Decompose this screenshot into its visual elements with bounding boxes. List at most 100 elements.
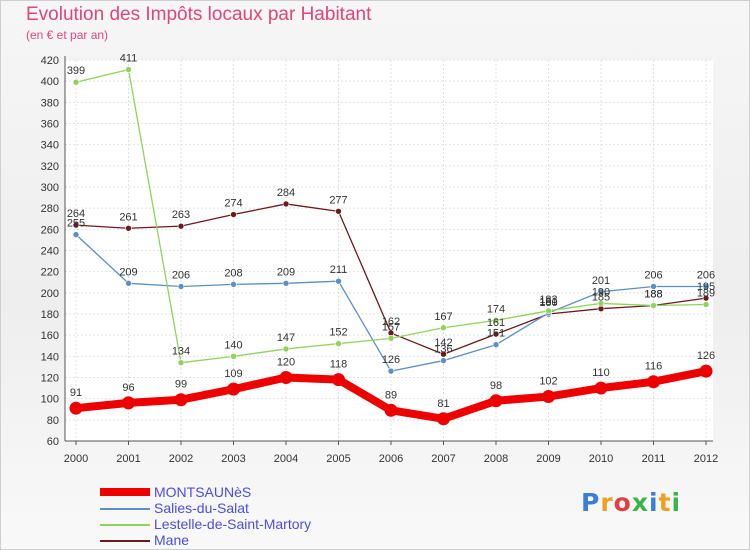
data-point-montsaun-s [69, 401, 83, 415]
data-label-montsaun-s: 120 [277, 357, 295, 369]
data-point-lestelle-de-saint-martory [125, 66, 132, 73]
x-tick-label: 2003 [221, 453, 245, 465]
data-point-mane [125, 224, 132, 232]
data-point-montsaun-s [174, 393, 188, 407]
y-tick-label: 340 [41, 140, 59, 152]
proxiti-logo: Proxiti [581, 488, 681, 517]
data-label-montsaun-s: 126 [697, 350, 715, 362]
data-label-mane: 274 [224, 198, 242, 210]
y-tick-label: 240 [41, 246, 59, 258]
data-point-salies-du-salat [230, 281, 237, 288]
data-label-mane: 188 [644, 289, 662, 301]
data-point-salies-du-salat [492, 341, 500, 348]
chart-title: Evolution des Impôts locaux par Habitant [26, 4, 372, 25]
data-point-lestelle-de-saint-martory [230, 353, 237, 360]
y-tick-label: 100 [41, 394, 59, 406]
axis-layer: 60 80 100 120 140 160 180 200 220 240 260 280 300 320… [41, 55, 719, 465]
grid-layer [65, 59, 713, 442]
logo-letter: t [658, 488, 672, 517]
data-point-lestelle-de-saint-martory [650, 302, 657, 309]
data-point-salies-du-salat [72, 231, 80, 238]
legend-swatch [100, 508, 150, 510]
data-label-salies-du-salat: 206 [172, 269, 190, 281]
data-point-mane [702, 294, 710, 302]
data-label-montsaun-s: 102 [539, 376, 557, 388]
data-point-salies-du-salat [125, 280, 132, 287]
data-label-mane: 185 [592, 292, 610, 304]
logo-letter: P [581, 488, 601, 517]
data-label-lestelle-de-saint-martory: 152 [329, 327, 347, 339]
data-point-montsaun-s [227, 382, 240, 396]
x-tick-label: 2011 [642, 453, 666, 465]
data-label-salies-du-salat: 201 [592, 275, 610, 287]
chart-subtitle: (en € et par an) [26, 28, 109, 42]
data-label-montsaun-s: 109 [224, 368, 242, 380]
data-point-montsaun-s [384, 403, 398, 417]
data-label-lestelle-de-saint-martory: 134 [172, 346, 190, 358]
y-tick-label: 140 [41, 351, 59, 363]
data-label-lestelle-de-saint-martory: 190 [592, 286, 610, 298]
data-label-lestelle-de-saint-martory: 147 [277, 332, 295, 344]
data-label-lestelle-de-saint-martory: 167 [434, 311, 452, 323]
data-label-mane: 161 [487, 317, 505, 329]
data-label-mane: 264 [67, 208, 85, 220]
data-point-salies-du-salat [282, 280, 290, 287]
data-label-montsaun-s: 96 [122, 382, 134, 394]
x-tick-label: 2004 [274, 453, 298, 465]
logo-letter: i [671, 488, 682, 517]
data-label-mane: 263 [172, 209, 190, 221]
data-label-lestelle-de-saint-martory: 140 [224, 339, 242, 351]
data-point-salies-du-salat [177, 283, 185, 290]
data-point-salies-du-salat [702, 283, 710, 290]
logo-letter: x [631, 488, 649, 517]
data-point-lestelle-de-saint-martory [492, 317, 500, 324]
data-label-mane: 142 [434, 337, 452, 349]
data-label-salies-du-salat: 209 [277, 266, 295, 278]
x-tick-label: 2009 [536, 453, 560, 465]
data-point-lestelle-de-saint-martory [387, 335, 395, 342]
data-point-montsaun-s [699, 364, 713, 378]
y-tick-label: 60 [47, 436, 59, 448]
data-label-montsaun-s: 118 [330, 359, 348, 371]
data-label-mane: 195 [697, 281, 715, 293]
x-tick-label: 2000 [64, 453, 88, 465]
data-label-montsaun-s: 89 [385, 389, 397, 401]
data-point-mane [72, 221, 80, 229]
x-tick-label: 2006 [379, 453, 403, 465]
y-tick-label: 280 [41, 203, 59, 215]
data-label-montsaun-s: 81 [437, 398, 449, 410]
y-tick-label: 180 [41, 309, 59, 321]
data-label-lestelle-de-saint-martory: 399 [67, 65, 85, 77]
data-label-salies-du-salat: 151 [487, 328, 505, 340]
y-tick-label: 300 [41, 182, 59, 194]
legend-swatch [100, 488, 150, 496]
data-point-lestelle-de-saint-martory [597, 300, 605, 307]
data-point-montsaun-s [122, 396, 135, 410]
logo-letter: o [613, 488, 632, 517]
x-tick-label: 2001 [116, 453, 140, 465]
data-label-montsaun-s: 91 [70, 387, 82, 399]
data-point-montsaun-s [647, 375, 660, 389]
data-label-salies-du-salat: 255 [67, 218, 85, 230]
data-point-lestelle-de-saint-martory [177, 359, 185, 366]
data-label-salies-du-salat: 209 [119, 266, 137, 278]
data-point-salies-du-salat [440, 357, 447, 364]
legend-swatch [100, 540, 150, 542]
y-tick-label: 200 [41, 288, 59, 300]
legend-swatch [100, 524, 150, 526]
data-label-lestelle-de-saint-martory: 411 [120, 53, 138, 65]
y-tick-label: 80 [47, 415, 59, 427]
data-label-lestelle-de-saint-martory: 183 [539, 294, 557, 306]
data-label-lestelle-de-saint-martory: 188 [644, 289, 662, 301]
x-tick-label: 2010 [589, 453, 613, 465]
data-label-montsaun-s: 98 [490, 380, 502, 392]
data-label-mane: 261 [119, 211, 137, 223]
data-label-lestelle-de-saint-martory: 189 [697, 287, 715, 299]
data-point-lestelle-de-saint-martory [545, 307, 552, 315]
data-label-mane: 277 [329, 194, 347, 206]
x-tick-label: 2005 [326, 453, 350, 465]
y-tick-label: 360 [41, 119, 59, 131]
data-point-salies-du-salat [650, 283, 657, 290]
data-point-lestelle-de-saint-martory [72, 78, 80, 86]
